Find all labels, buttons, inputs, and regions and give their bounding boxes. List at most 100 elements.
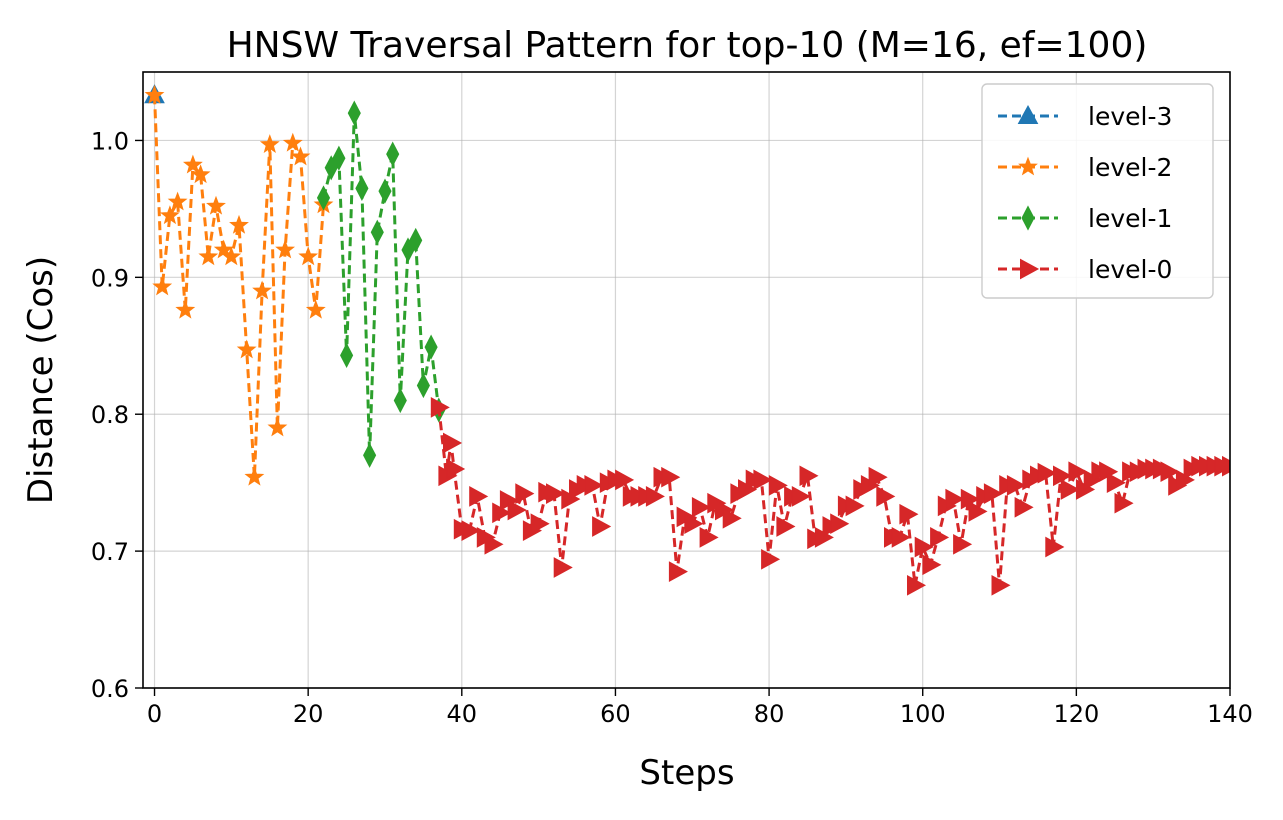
data-point	[229, 214, 249, 234]
data-point	[684, 513, 704, 535]
data-point	[1060, 479, 1080, 500]
data-point	[484, 533, 504, 555]
data-point	[324, 155, 338, 181]
series-level-2	[144, 84, 334, 486]
data-point	[182, 154, 203, 174]
data-point	[424, 334, 438, 360]
data-point	[930, 527, 950, 548]
data-point	[340, 342, 354, 368]
data-point	[175, 299, 196, 319]
data-point	[198, 246, 219, 266]
legend-label: level-0	[1088, 255, 1172, 284]
data-point	[899, 503, 919, 525]
data-point	[167, 191, 188, 211]
legend-swatch-marker	[1021, 205, 1035, 231]
data-point	[799, 465, 819, 487]
x-tick-label: 60	[600, 700, 631, 728]
data-point	[553, 557, 573, 578]
legend-box	[981, 83, 1214, 299]
data-point	[845, 495, 865, 517]
data-point	[152, 276, 173, 296]
data-point	[386, 141, 400, 167]
y-tick-label: 0.8	[91, 401, 129, 429]
data-point	[991, 574, 1011, 596]
data-point	[922, 554, 942, 576]
data-point	[190, 164, 211, 184]
data-point	[907, 574, 927, 596]
data-point	[1114, 492, 1134, 514]
data-point	[305, 299, 326, 319]
data-point	[722, 507, 742, 529]
data-point	[507, 499, 527, 521]
data-point	[332, 145, 346, 171]
data-point	[252, 280, 273, 300]
data-point	[370, 219, 384, 245]
data-point	[443, 432, 463, 454]
data-point	[876, 486, 896, 507]
legend-label: level-3	[1088, 102, 1172, 131]
data-point	[592, 516, 612, 537]
data-point	[668, 561, 688, 582]
data-point	[1222, 455, 1230, 477]
legend-item-level-3: level-3	[998, 102, 1172, 131]
data-point	[401, 237, 415, 263]
data-point	[515, 483, 535, 504]
legend-label: level-1	[1088, 204, 1172, 233]
x-tick-label: 0	[147, 700, 162, 728]
data-point	[1068, 461, 1088, 483]
axis-ticks: 0 20 40 60 80 100 120 140 0.6 0.7 0.8 0.9 1.0	[91, 127, 1253, 728]
data-point	[691, 496, 711, 518]
data-point	[968, 501, 988, 522]
data-point	[378, 178, 392, 204]
data-point	[461, 520, 481, 541]
series-line-level-1	[322, 112, 441, 456]
data-point	[1006, 475, 1026, 496]
data-point	[206, 195, 226, 215]
y-tick-label: 0.9	[91, 264, 129, 292]
data-point	[159, 205, 180, 225]
data-point	[953, 533, 973, 555]
y-axis-label: Distance (Cos)	[21, 256, 61, 504]
legend-item-level-2: level-2	[998, 153, 1172, 182]
data-point	[1106, 472, 1126, 494]
data-point	[945, 488, 965, 510]
legend-item-level-0: level-0	[998, 255, 1172, 284]
x-tick-label: 120	[1053, 700, 1099, 728]
series-layer	[144, 84, 1230, 596]
data-point	[267, 417, 288, 437]
data-point	[355, 175, 369, 201]
data-point	[316, 185, 331, 211]
data-point	[290, 146, 311, 166]
x-tick-label: 100	[900, 700, 946, 728]
data-point	[275, 239, 296, 259]
plot-frame	[142, 71, 1231, 689]
data-point	[868, 466, 888, 488]
y-tick-label: 0.6	[91, 675, 129, 703]
data-point	[661, 466, 681, 488]
data-point	[446, 458, 466, 480]
data-point	[469, 486, 489, 507]
data-point	[416, 372, 430, 399]
data-point	[645, 486, 665, 507]
data-point	[768, 475, 788, 496]
x-tick-label: 80	[754, 700, 785, 728]
data-point	[363, 442, 377, 468]
data-point	[791, 486, 811, 507]
x-tick-label: 40	[447, 700, 478, 728]
data-point	[753, 469, 773, 491]
data-point	[393, 387, 407, 414]
x-tick-label: 140	[1207, 700, 1253, 728]
data-point	[347, 100, 361, 126]
x-axis-label: Steps	[639, 753, 734, 793]
data-point	[546, 483, 566, 504]
data-point	[776, 516, 796, 537]
x-tick-label: 20	[293, 700, 324, 728]
legend-swatch-marker	[1018, 156, 1038, 176]
data-point	[430, 397, 450, 418]
legend-swatch-marker	[1017, 104, 1039, 124]
data-point	[530, 513, 550, 535]
data-point	[1045, 536, 1065, 558]
data-point	[830, 513, 850, 535]
legend-label: level-2	[1088, 153, 1172, 182]
